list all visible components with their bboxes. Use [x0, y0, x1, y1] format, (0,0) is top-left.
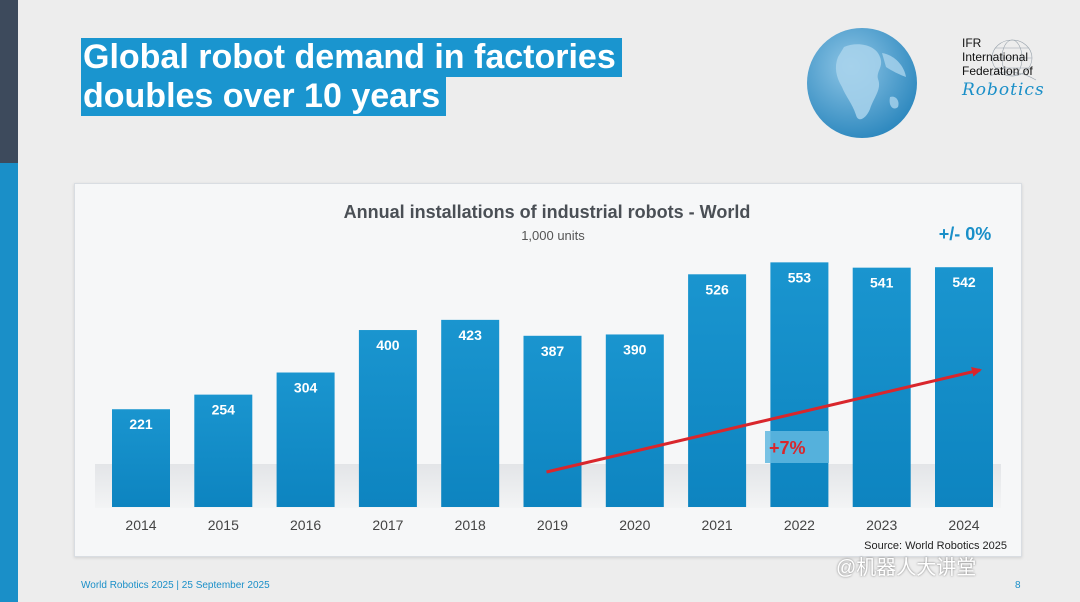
bar-2022 [770, 262, 829, 507]
bar-value-label-2016: 304 [294, 380, 318, 396]
bar-value-label-2021: 526 [705, 281, 729, 297]
chart-card: Annual installations of industrial robot… [74, 183, 1022, 557]
x-tick-label-2023: 2023 [866, 517, 897, 533]
logo-line-robotics: Robotics [962, 80, 1045, 100]
chart-subtitle: 1,000 units [521, 228, 585, 243]
bar-value-label-2024: 542 [952, 274, 976, 290]
trend-label-bg [765, 431, 829, 463]
chart-title: Annual installations of industrial robot… [344, 202, 751, 222]
bar-value-label-2023: 541 [870, 275, 894, 291]
bars-group: 221 254 304 400 423 387 390 526 553 541 542 [112, 262, 993, 507]
bar-value-label-2014: 221 [129, 416, 153, 432]
trend-arrow [546, 366, 982, 474]
x-tick-label-2015: 2015 [208, 517, 239, 533]
watermark: @机器人大讲堂 [836, 557, 977, 579]
chart-source: Source: World Robotics 2025 [864, 540, 1007, 552]
x-axis-labels: 2014 2015 2016 2017 2018 2019 2020 2021 2022 2023… [125, 517, 979, 533]
x-tick-label-2014: 2014 [125, 517, 156, 533]
ifr-logo-text: IFR International Federation of [962, 36, 1033, 78]
x-tick-label-2017: 2017 [372, 517, 403, 533]
x-tick-label-2019: 2019 [537, 517, 568, 533]
bar-value-label-2019: 387 [541, 343, 565, 359]
x-tick-label-2020: 2020 [619, 517, 650, 533]
bar-value-label-2015: 254 [212, 402, 236, 418]
x-tick-label-2016: 2016 [290, 517, 321, 533]
bar-2019 [523, 335, 582, 507]
x-tick-label-2021: 2021 [702, 517, 733, 533]
bar-2018 [441, 319, 500, 507]
bar-2024 [935, 267, 993, 507]
bar-value-label-2018: 423 [459, 327, 483, 343]
ifr-logo: IFR International Federation of Robotics [962, 36, 1062, 106]
change-label: +/- 0% [939, 224, 992, 244]
footer-left: World Robotics 2025 | 25 September 2025 [81, 580, 270, 591]
trend-group: +7% [546, 366, 982, 474]
ifr-logo-mesh [989, 39, 1037, 81]
globe-icon [807, 28, 917, 138]
title-line-1: Global robot demand in factories [81, 38, 622, 77]
logo-line-ifr: IFR [962, 36, 982, 50]
bar-2020 [605, 334, 664, 507]
bar-value-label-2022: 553 [788, 269, 812, 285]
x-tick-label-2024: 2024 [948, 517, 979, 533]
title-line-2: doubles over 10 years [81, 77, 447, 116]
bar-value-label-2017: 400 [376, 337, 400, 353]
page-number: 8 [1015, 580, 1021, 591]
sidebar-accent-top [0, 0, 18, 163]
trend-label: +7% [769, 438, 806, 458]
bar-2014 [112, 409, 170, 507]
bar-chart: Annual installations of industrial robot… [95, 202, 1007, 552]
bar-2016 [276, 372, 335, 507]
sidebar-accent-bottom [0, 163, 18, 602]
bar-value-label-2020: 390 [623, 341, 647, 357]
x-tick-label-2022: 2022 [784, 517, 815, 533]
x-tick-label-2018: 2018 [455, 517, 486, 533]
bar-2015 [194, 394, 253, 507]
slide-title: Global robot demand in factories doubles… [81, 38, 622, 116]
bar-2017 [358, 330, 417, 507]
logo-line-international: International [962, 50, 1029, 64]
bar-2021 [688, 274, 747, 507]
logo-line-federation: Federation of [962, 64, 1033, 78]
